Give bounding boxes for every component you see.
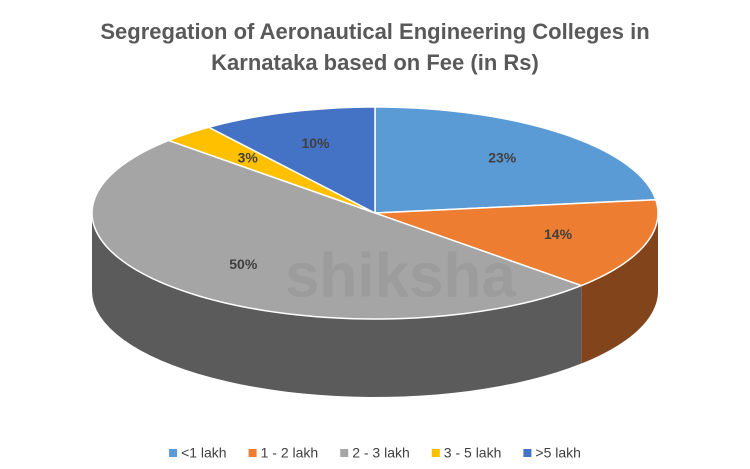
legend-label: 3 - 5 lakh [444, 445, 502, 461]
slice-side [581, 213, 658, 364]
data-label: 3% [238, 150, 259, 166]
slice [207, 106, 376, 214]
slice [374, 106, 657, 214]
data-label: 14% [544, 226, 573, 242]
watermark: shiksha [285, 241, 516, 310]
data-label: 50% [229, 256, 258, 272]
legend-label: >5 lakh [535, 445, 581, 461]
legend-swatch [523, 449, 532, 457]
data-label: 23% [488, 150, 517, 166]
data-label: 10% [302, 135, 331, 151]
legend: <1 lakh 1 - 2 lakh 2 - 3 lakh 3 - 5 lakh >5 … [169, 445, 581, 461]
legend-label: 2 - 3 lakh [352, 445, 410, 461]
legend-label: <1 lakh [181, 445, 227, 461]
slice [167, 126, 376, 214]
slice [374, 198, 659, 287]
slice [91, 139, 583, 320]
legend-swatch [340, 449, 349, 457]
legend-swatch [169, 449, 178, 457]
slice-side [92, 213, 582, 397]
chart-title: Karnataka based on Fee (in Rs) [211, 50, 539, 75]
legend-label: 1 - 2 lakh [261, 445, 319, 461]
legend-swatch [431, 449, 440, 457]
legend-swatch [248, 449, 257, 457]
chart-title: Segregation of Aeronautical Engineering … [100, 19, 649, 44]
